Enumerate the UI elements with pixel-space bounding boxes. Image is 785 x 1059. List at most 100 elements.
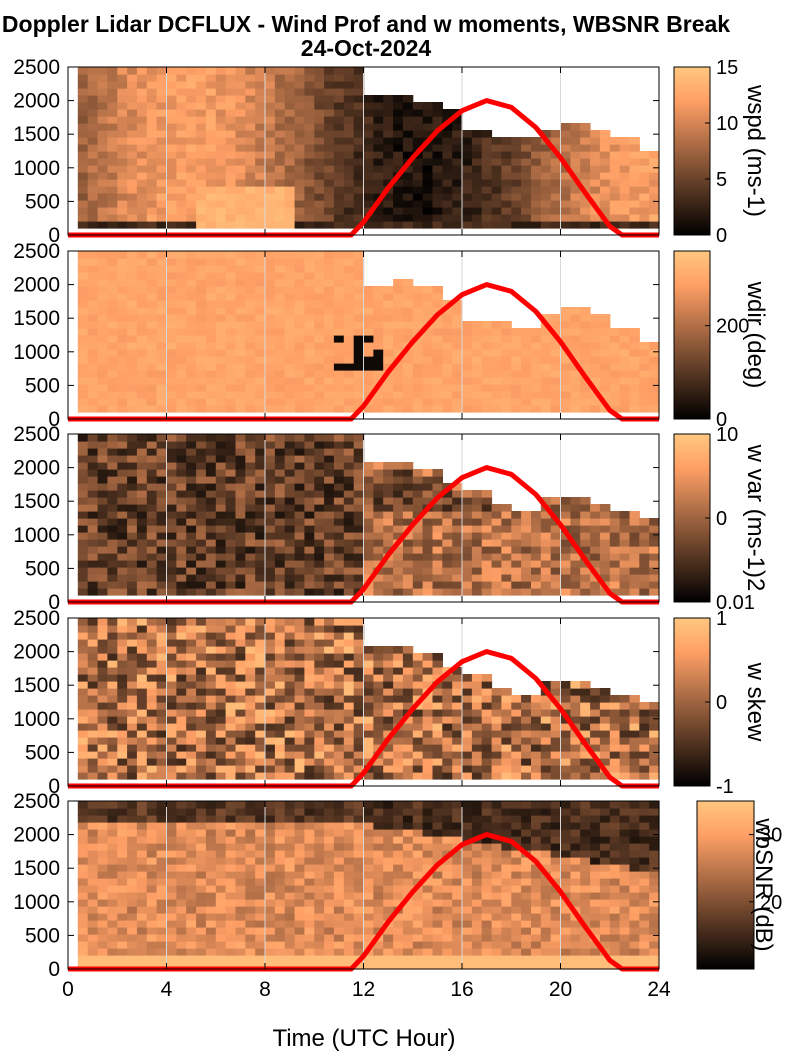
heatmap-cell	[353, 384, 365, 392]
heatmap-cell	[186, 398, 197, 406]
heatmap-cell	[343, 251, 355, 259]
heatmap-cell	[284, 483, 296, 491]
heatmap-cell	[333, 214, 345, 222]
heatmap-cell	[422, 567, 434, 575]
heatmap-cell	[274, 772, 286, 780]
heatmap-cell	[196, 941, 207, 949]
heatmap-cell	[77, 335, 89, 343]
heatmap-cell	[432, 695, 443, 703]
heatmap-cell	[570, 193, 581, 201]
heatmap-cell	[294, 116, 306, 124]
heatmap-cell	[156, 758, 168, 766]
heatmap-cell	[294, 695, 306, 703]
heatmap-cell	[471, 765, 483, 773]
heatmap-cell	[393, 567, 404, 575]
heatmap-cell	[609, 172, 621, 180]
heatmap-cell	[127, 469, 138, 477]
heatmap-cell	[531, 200, 542, 208]
heatmap-cell	[304, 483, 315, 491]
heatmap-cell	[127, 272, 138, 280]
heatmap-cell	[146, 730, 158, 738]
heatmap-cell	[245, 674, 256, 682]
heatmap-cell	[314, 179, 325, 187]
heatmap-cell	[649, 737, 660, 745]
heatmap-cell	[619, 179, 631, 187]
heatmap-cell	[176, 137, 187, 145]
heatmap-cell	[570, 342, 581, 350]
heatmap-cell	[245, 300, 256, 308]
heatmap-cell	[146, 109, 158, 117]
heatmap-cell	[107, 751, 118, 759]
heatmap-cell	[422, 293, 434, 301]
heatmap-cell	[107, 836, 118, 844]
heatmap-cell	[333, 674, 345, 682]
heatmap-cell	[176, 158, 187, 166]
heatmap-cell	[245, 314, 256, 322]
heatmap-cell	[590, 342, 601, 350]
heatmap-cell	[117, 67, 128, 75]
heatmap-cell	[324, 328, 335, 336]
heatmap-cell	[314, 265, 325, 273]
heatmap-cell	[215, 588, 227, 596]
heatmap-cell	[304, 681, 315, 689]
heatmap-cell	[97, 441, 108, 449]
heatmap-cell	[462, 518, 473, 526]
heatmap-cell	[176, 370, 187, 378]
heatmap-cell	[196, 737, 207, 745]
heatmap-cell	[215, 116, 227, 124]
heatmap-cell	[639, 567, 650, 575]
heatmap-cell	[580, 688, 591, 696]
heatmap-cell	[265, 384, 276, 392]
heatmap-cell	[540, 588, 552, 596]
heatmap-cell	[590, 391, 601, 399]
heatmap-cell	[97, 130, 108, 138]
heatmap-cell	[107, 539, 118, 547]
heatmap-cell	[304, 335, 315, 343]
heatmap-cell	[383, 116, 394, 124]
heatmap-cell	[176, 356, 187, 364]
heatmap-cell	[521, 328, 532, 336]
heatmap-cell	[77, 639, 89, 647]
heatmap-cell	[205, 221, 217, 229]
heatmap-cell	[649, 207, 660, 215]
heatmap-cell	[324, 300, 335, 308]
heatmap-cell	[343, 335, 355, 343]
heatmap-cell	[580, 349, 591, 357]
heatmap-cell	[560, 567, 571, 575]
heatmap-cell	[471, 158, 483, 166]
heatmap-cells	[77, 67, 660, 229]
heatmap-cell	[422, 765, 434, 773]
heatmap-cell	[422, 300, 434, 308]
heatmap-cell	[501, 342, 512, 350]
heatmap-cell	[205, 546, 217, 554]
heatmap-cell	[196, 815, 207, 823]
heatmap-cell	[560, 588, 571, 596]
heatmap-cell	[205, 377, 217, 385]
heatmap-cell	[629, 151, 640, 159]
heatmap-cell	[117, 618, 128, 626]
heatmap-cell	[176, 560, 187, 568]
heatmap-cell	[215, 123, 227, 131]
heatmap-cell	[294, 588, 306, 596]
heatmap-cell	[166, 674, 177, 682]
heatmap-cell	[176, 688, 187, 696]
heatmap-cell	[196, 272, 207, 280]
heatmap-cell	[639, 405, 650, 413]
heatmap-cell	[87, 962, 99, 970]
heatmap-cell	[481, 335, 493, 343]
heatmap-cell	[402, 279, 414, 287]
heatmap-cell	[136, 836, 148, 844]
heatmap-cell	[373, 214, 384, 222]
heatmap-cell	[471, 363, 483, 371]
heatmap-cell	[294, 744, 306, 752]
heatmap-cell	[550, 342, 562, 350]
heatmap-cell	[205, 116, 217, 124]
heatmap-cell	[550, 328, 562, 336]
heatmap-cell	[432, 532, 443, 540]
heatmap-cell	[304, 497, 315, 505]
heatmap-cell	[245, 342, 256, 350]
heatmap-cell	[117, 356, 128, 364]
heatmap-cell	[87, 681, 99, 689]
heatmap-cell	[245, 286, 256, 294]
heatmap-cell	[422, 581, 434, 589]
